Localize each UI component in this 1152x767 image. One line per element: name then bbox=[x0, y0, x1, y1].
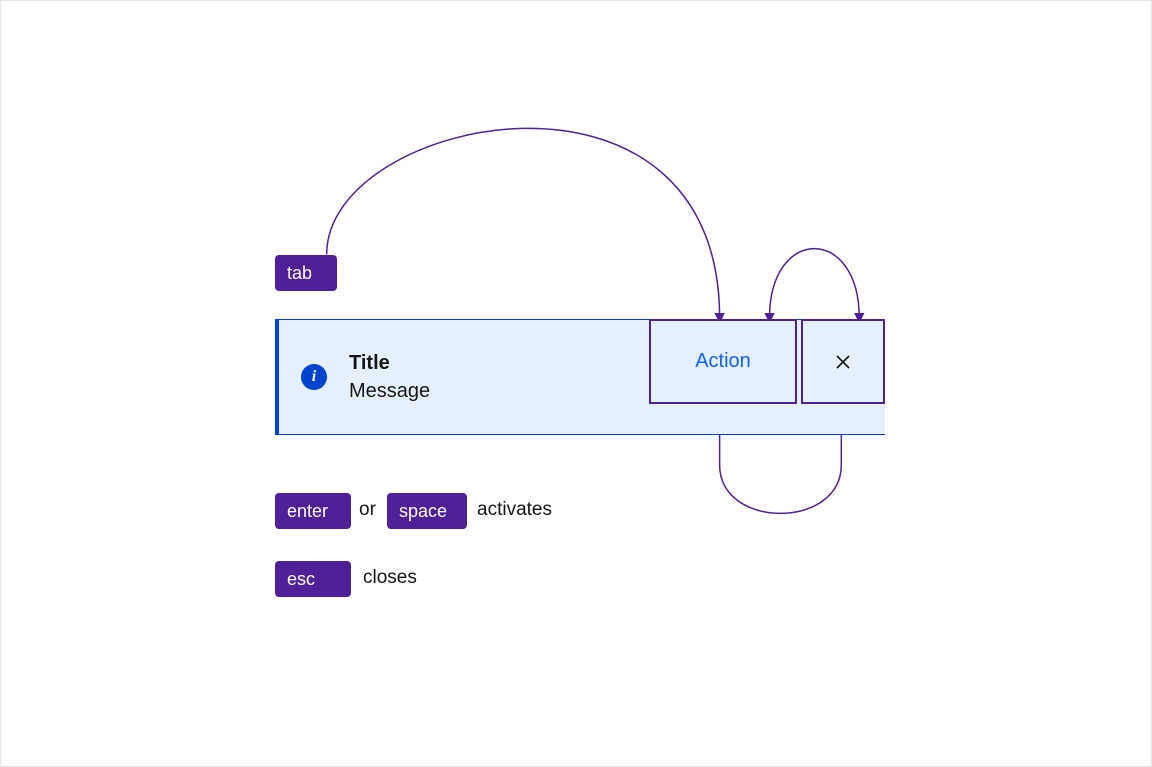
arc-action-close-top bbox=[769, 249, 859, 319]
key-tab: tab bbox=[275, 255, 337, 291]
notification-message: Message bbox=[349, 377, 430, 405]
arc-tab-to-action bbox=[327, 128, 720, 318]
label-activates: activates bbox=[477, 499, 552, 521]
key-esc: esc bbox=[275, 561, 351, 597]
key-space: space bbox=[387, 493, 467, 529]
label-or: or bbox=[359, 499, 376, 521]
notification-action-button[interactable]: Action bbox=[649, 319, 797, 404]
info-icon: i bbox=[301, 364, 327, 390]
notification-title: Title bbox=[349, 349, 430, 377]
notification-close-button[interactable] bbox=[801, 319, 885, 404]
diagram-canvas: tab enter space esc or activates closes … bbox=[0, 0, 1152, 767]
label-closes: closes bbox=[363, 567, 417, 589]
key-enter: enter bbox=[275, 493, 351, 529]
notification-action-label: Action bbox=[695, 350, 751, 373]
close-icon bbox=[833, 352, 853, 372]
